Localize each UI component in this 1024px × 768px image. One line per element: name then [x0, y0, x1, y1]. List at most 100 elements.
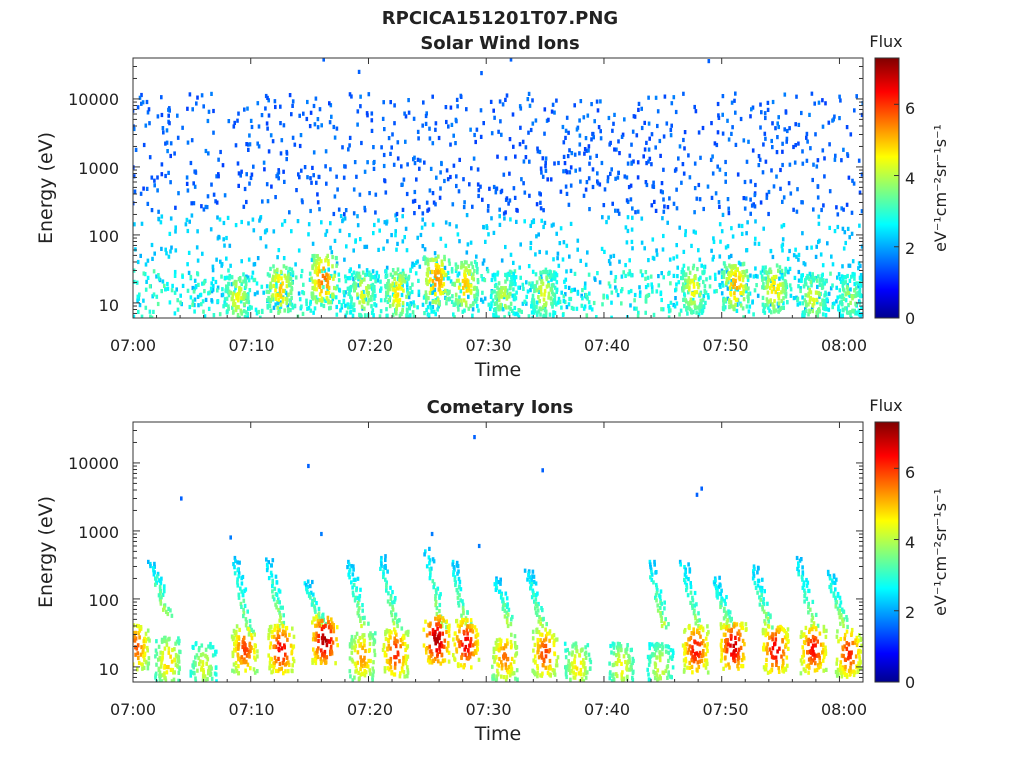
- flux-cell: [321, 624, 325, 629]
- flux-cell: [682, 288, 685, 293]
- flux-cell: [646, 293, 649, 298]
- flux-cell: [234, 282, 238, 287]
- flux-cell: [311, 657, 314, 663]
- flux-cell: [768, 299, 771, 304]
- flux-cell: [200, 204, 203, 209]
- flux-cell: [394, 289, 397, 294]
- flux-cell: [257, 144, 261, 149]
- flux-cell: [644, 285, 648, 290]
- flux-cell: [349, 310, 352, 315]
- flux-cell: [456, 623, 460, 628]
- flux-cell: [723, 264, 727, 269]
- flux-cell: [264, 106, 267, 111]
- flux-cell: [179, 649, 182, 655]
- flux-cell: [323, 268, 327, 273]
- flux-cell: [413, 155, 416, 160]
- flux-cell: [282, 256, 286, 261]
- flux-cell: [461, 599, 464, 604]
- flux-cell: [687, 290, 690, 295]
- flux-cell: [777, 292, 781, 297]
- flux-cell: [199, 292, 203, 297]
- flux-cell: [385, 580, 388, 585]
- flux-cell: [695, 602, 698, 607]
- flux-cell: [465, 303, 468, 308]
- flux-cell: [780, 224, 784, 229]
- flux-cell: [464, 300, 468, 305]
- flux-cell: [256, 101, 260, 106]
- flux-cell: [331, 640, 335, 645]
- flux-cell: [407, 629, 410, 634]
- flux-cell: [701, 309, 704, 314]
- flux-cell: [779, 167, 782, 173]
- flux-cell: [315, 270, 319, 275]
- flux-cell: [279, 284, 283, 289]
- flux-cell: [169, 180, 172, 185]
- flux-cell: [476, 266, 479, 271]
- flux-cell: [810, 618, 814, 623]
- flux-cell: [160, 639, 164, 644]
- panel-title: Solar Wind Ions: [420, 33, 579, 54]
- flux-cell: [777, 124, 780, 130]
- flux-cell: [697, 277, 701, 282]
- flux-cell: [163, 675, 166, 680]
- flux-cell: [681, 162, 685, 167]
- flux-cell: [590, 137, 593, 142]
- flux-cell: [489, 99, 493, 104]
- flux-cell: [436, 307, 439, 312]
- flux-cell: [331, 255, 334, 260]
- flux-cell: [810, 91, 814, 96]
- flux-cell: [431, 300, 435, 305]
- flux-cell: [442, 644, 446, 649]
- flux-cell: [189, 673, 193, 678]
- flux-cell: [325, 256, 328, 261]
- flux-cell: [181, 125, 184, 130]
- flux-cell: [214, 279, 218, 285]
- flux-cell: [243, 186, 247, 192]
- flux-cell: [833, 580, 837, 585]
- flux-cell: [850, 231, 854, 236]
- flux-cell: [438, 623, 442, 628]
- flux-cell: [811, 275, 814, 280]
- flux-cell: [730, 282, 733, 287]
- flux-cell: [751, 105, 755, 110]
- flux-cell: [405, 630, 409, 635]
- flux-cell: [806, 139, 809, 144]
- flux-cell: [387, 591, 390, 596]
- flux-cell: [567, 302, 571, 307]
- flux-cell: [315, 260, 319, 265]
- flux-cell: [783, 127, 786, 132]
- flux-cell: [145, 279, 148, 284]
- flux-cell: [359, 94, 362, 99]
- flux-cell: [209, 645, 212, 650]
- flux-cell: [250, 645, 253, 650]
- flux-cell: [291, 270, 295, 275]
- flux-cell: [545, 277, 549, 282]
- flux-cell: [728, 615, 731, 620]
- flux-cell: [320, 280, 323, 285]
- flux-cell: [449, 174, 452, 180]
- flux-cell: [661, 611, 664, 616]
- flux-cell: [308, 271, 312, 276]
- flux-cell: [374, 303, 378, 308]
- flux-cell: [266, 199, 270, 204]
- flux-cell: [227, 290, 230, 295]
- flux-cell: [470, 665, 473, 670]
- flux-cell: [379, 566, 382, 571]
- flux-cell: [455, 266, 458, 271]
- flux-cell: [547, 280, 550, 285]
- flux-cell: [698, 304, 701, 309]
- flux-cell: [838, 116, 841, 121]
- flux-cell: [365, 289, 369, 294]
- flux-cell: [151, 256, 154, 261]
- flux-cell: [499, 595, 503, 600]
- flux-cell: [733, 281, 736, 287]
- flux-cell: [437, 615, 440, 620]
- flux-cell: [832, 575, 836, 580]
- flux-cell: [330, 250, 334, 255]
- flux-cell: [510, 617, 513, 622]
- flux-cell: [389, 635, 392, 640]
- flux-cell: [470, 626, 474, 631]
- flux-cell: [492, 108, 495, 113]
- flux-cell: [161, 650, 165, 656]
- flux-cell: [437, 254, 440, 259]
